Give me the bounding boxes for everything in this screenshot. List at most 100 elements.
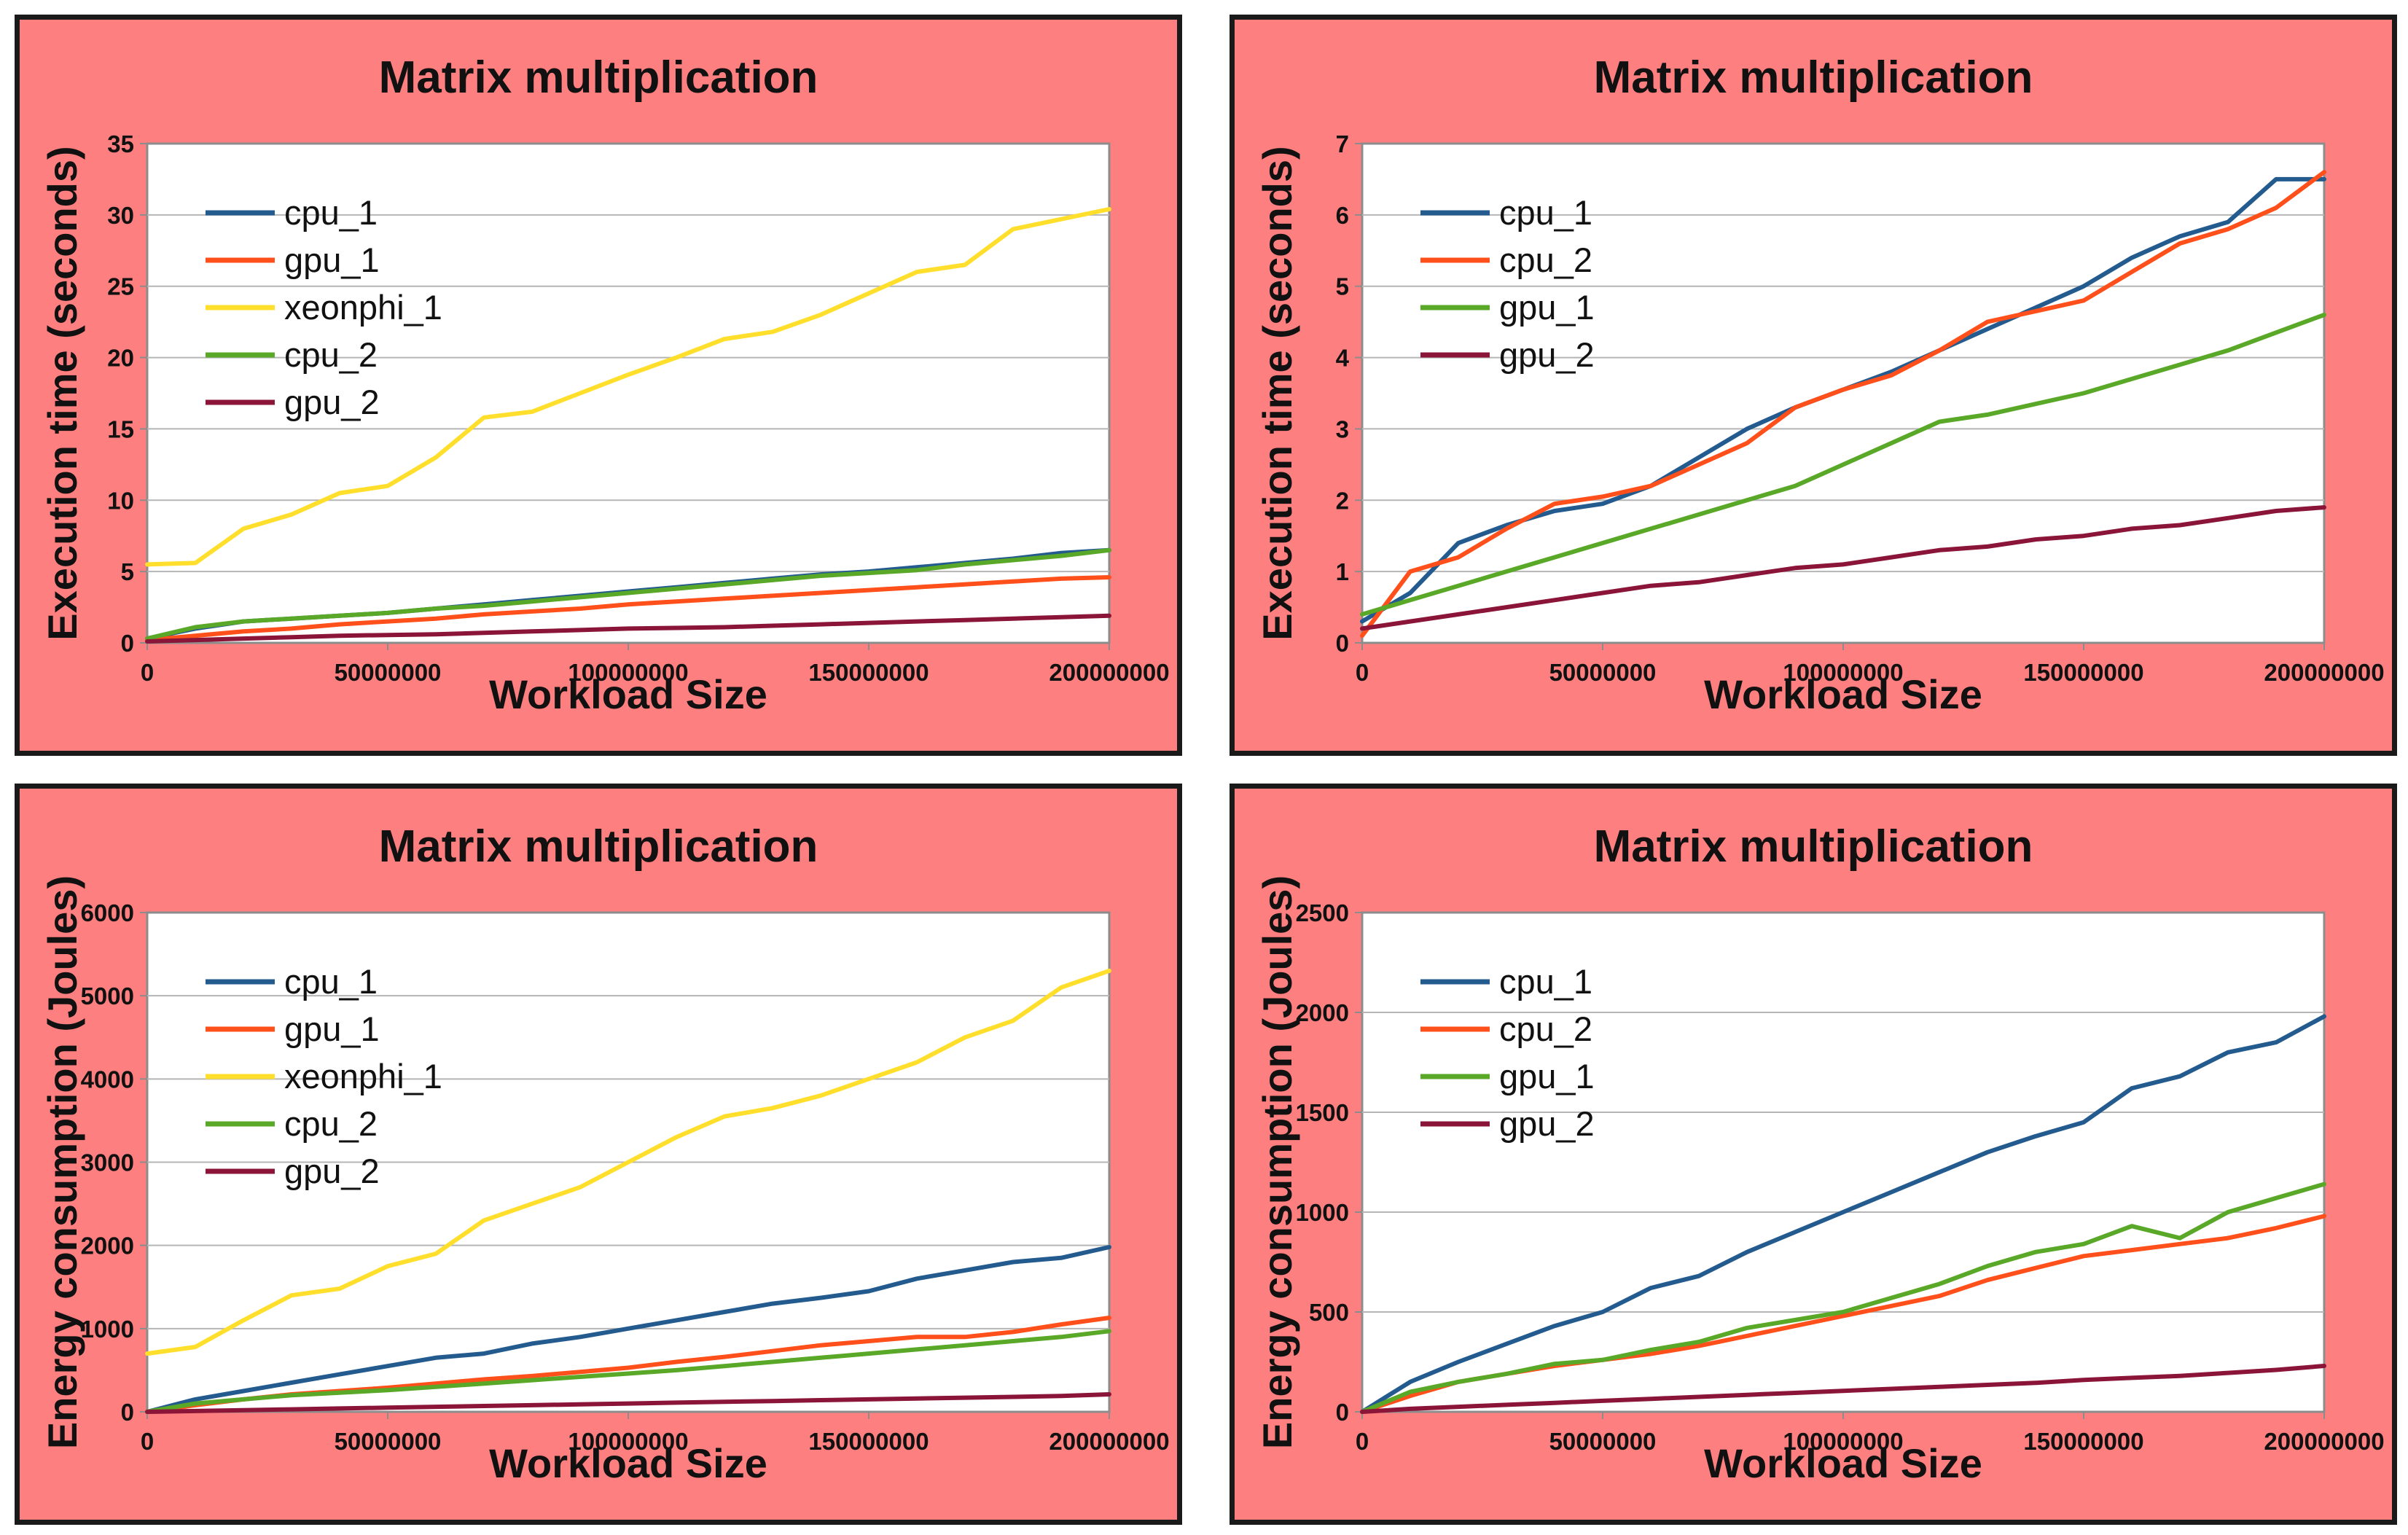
chart-title: Matrix multiplication: [1594, 821, 2033, 872]
plot-area: [1361, 142, 2326, 644]
x-axis-label: Workload Size: [489, 1440, 767, 1486]
chart-panel-top-left: Matrix multiplication 0 5 10 15 20 25 30 35 0 5000…: [15, 15, 1182, 756]
x-tick-label: 150000000: [2023, 1428, 2143, 1455]
chart-panel-top-right: Matrix multiplication 0 1 2 3 4 5 6 7 0 50000000 10…: [1230, 15, 2397, 756]
y-tick-label: 2: [1336, 487, 1349, 514]
plot-area: [1361, 911, 2326, 1413]
series-line-gpu_1: [1360, 312, 2326, 617]
y-axis-label: Energy consumption (Joules): [39, 875, 85, 1449]
x-axis-label: Workload Size: [489, 671, 767, 717]
x-tick-label: 0: [1356, 1428, 1369, 1455]
y-tick-label: 7: [1336, 130, 1349, 157]
legend-label-xeonphi_1: xeonphi_1: [284, 1057, 442, 1095]
series-line-cpu_2: [145, 547, 1111, 641]
x-tick-label: 100000000: [1783, 659, 1903, 686]
y-tick-label: 3: [1336, 415, 1349, 442]
x-axis-label: Workload Size: [1704, 671, 1982, 717]
legend-label-cpu_1: cpu_1: [284, 962, 378, 1001]
legend-label-xeonphi_1: xeonphi_1: [284, 288, 442, 327]
chart-bottom-left: Matrix multiplication 0 1000 2000 3000 4000 50…: [39, 821, 1170, 1486]
x-tick-label: 150000000: [808, 659, 929, 686]
legend-label-gpu_1: gpu_1: [284, 1009, 380, 1048]
x-tick-label: 0: [141, 1428, 154, 1455]
legend-label-gpu_1: gpu_1: [1499, 1057, 1595, 1095]
y-axis-label: Execution time (seconds): [39, 146, 85, 640]
y-tick-label: 25: [107, 273, 134, 300]
series-line-cpu_1: [145, 1245, 1111, 1414]
x-tick-label: 200000000: [2264, 659, 2384, 686]
series-line-gpu_2: [1360, 1364, 2326, 1414]
series-line-xeonphi_1: [145, 968, 1111, 1356]
series-line-gpu_2: [145, 1392, 1111, 1414]
y-tick-label: 0: [1336, 630, 1349, 657]
x-tick-label: 150000000: [808, 1428, 929, 1455]
chart-top-left: Matrix multiplication 0 5 10 15 20 25 30 35 0 5000…: [39, 52, 1170, 717]
y-tick-label: 30: [107, 202, 134, 229]
chart-top-right: Matrix multiplication 0 1 2 3 4 5 6 7 0 50000000 10…: [1254, 52, 2385, 717]
chart-panel-bottom-right: Matrix multiplication 0 500 1000 1500 2000 250…: [1230, 784, 2397, 1525]
x-tick-label: 200000000: [2264, 1428, 2384, 1455]
legend-label-gpu_1: gpu_1: [1499, 288, 1595, 327]
plot-area: [146, 142, 1111, 644]
series-line-cpu_1: [1360, 1014, 2326, 1414]
y-tick-label: 1500: [1296, 1099, 1349, 1126]
x-tick-label: 50000000: [1549, 659, 1657, 686]
y-tick-label: 35: [107, 130, 134, 157]
x-tick-label: 50000000: [335, 1428, 442, 1455]
y-tick-label: 4000: [81, 1066, 134, 1093]
y-tick-label: 3000: [81, 1149, 134, 1176]
chart-bottom-right: Matrix multiplication 0 500 1000 1500 2000 250…: [1254, 821, 2385, 1486]
x-tick-label: 200000000: [1049, 659, 1169, 686]
x-tick-label: 100000000: [568, 1428, 688, 1455]
series-line-gpu_2: [145, 613, 1111, 644]
series-line-gpu_1: [145, 575, 1111, 643]
series-line-gpu_2: [1360, 505, 2326, 631]
x-tick-label: 100000000: [568, 659, 688, 686]
legend-label-gpu_2: gpu_2: [1499, 1104, 1595, 1143]
legend-label-cpu_2: cpu_2: [1499, 1009, 1592, 1048]
y-tick-label: 15: [107, 415, 134, 442]
y-tick-label: 500: [1309, 1299, 1349, 1326]
y-tick-label: 2000: [1296, 999, 1349, 1026]
chart-panel-bottom-left: Matrix multiplication 0 1000 2000 3000 4000 50…: [15, 784, 1182, 1525]
x-tick-label: 150000000: [2023, 659, 2143, 686]
y-tick-label: 5000: [81, 983, 134, 1009]
x-axis-label: Workload Size: [1704, 1440, 1982, 1486]
x-tick-label: 50000000: [1549, 1428, 1657, 1455]
x-tick-label: 0: [1356, 659, 1369, 686]
x-tick-label: 100000000: [1783, 1428, 1903, 1455]
x-tick-label: 50000000: [335, 659, 442, 686]
y-tick-label: 20: [107, 345, 134, 372]
legend-label-gpu_1: gpu_1: [284, 241, 380, 279]
series-line-cpu_2: [1360, 170, 2326, 638]
chart-title: Matrix multiplication: [1594, 52, 2033, 103]
x-tick-label: 0: [141, 659, 154, 686]
legend-label-gpu_2: gpu_2: [284, 383, 380, 421]
legend-label-gpu_2: gpu_2: [284, 1152, 380, 1190]
x-tick-label: 200000000: [1049, 1428, 1169, 1455]
y-tick-label: 5: [1336, 273, 1349, 300]
y-tick-label: 6: [1336, 202, 1349, 229]
y-tick-label: 1000: [1296, 1199, 1349, 1226]
series-line-xeonphi_1: [145, 207, 1111, 567]
y-tick-label: 2500: [1296, 899, 1349, 926]
y-tick-label: 6000: [81, 899, 134, 926]
y-tick-label: 0: [121, 630, 134, 657]
legend-label-cpu_2: cpu_2: [284, 335, 378, 374]
chart-title: Matrix multiplication: [379, 821, 818, 872]
legend-label-cpu_1: cpu_1: [1499, 193, 1592, 232]
chart-title: Matrix multiplication: [379, 52, 818, 103]
series-line-cpu_2: [145, 1329, 1111, 1414]
y-tick-label: 0: [1336, 1399, 1349, 1426]
y-tick-label: 5: [121, 558, 134, 585]
legend-label-cpu_2: cpu_2: [1499, 241, 1592, 279]
y-tick-label: 1: [1336, 558, 1349, 585]
y-tick-label: 10: [107, 487, 134, 514]
y-tick-label: 0: [121, 1399, 134, 1426]
series-line-gpu_1: [1360, 1181, 2326, 1414]
legend-label-cpu_1: cpu_1: [284, 193, 378, 232]
legend-label-cpu_2: cpu_2: [284, 1104, 378, 1143]
y-axis-label: Execution time (seconds): [1254, 146, 1300, 640]
y-tick-label: 1000: [81, 1316, 134, 1343]
y-tick-label: 4: [1336, 345, 1350, 372]
